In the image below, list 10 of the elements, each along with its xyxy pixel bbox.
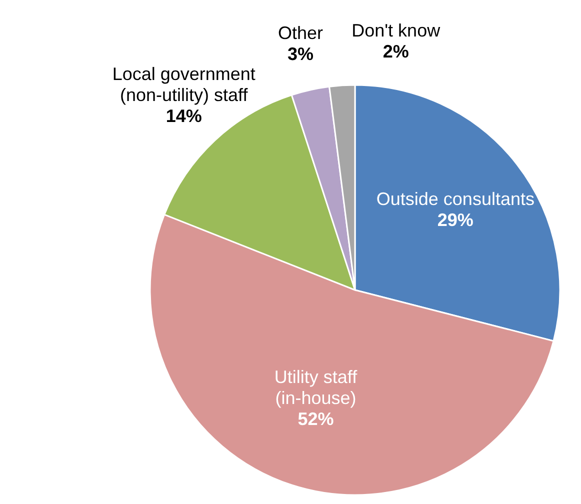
data-label: 14%: [166, 106, 202, 126]
data-label: 29%: [437, 210, 474, 230]
slice-label: Utility staff (in-house): [274, 366, 358, 408]
data-label: 2%: [382, 41, 409, 62]
slice-label: Don't know: [352, 20, 442, 40]
slice-label: Outside consultants: [376, 189, 534, 210]
data-label: 52%: [298, 408, 334, 429]
slice-label: Local government (non-utility) staff: [112, 64, 256, 105]
data-label: 3%: [287, 44, 314, 64]
slice-label: Other: [278, 23, 323, 44]
